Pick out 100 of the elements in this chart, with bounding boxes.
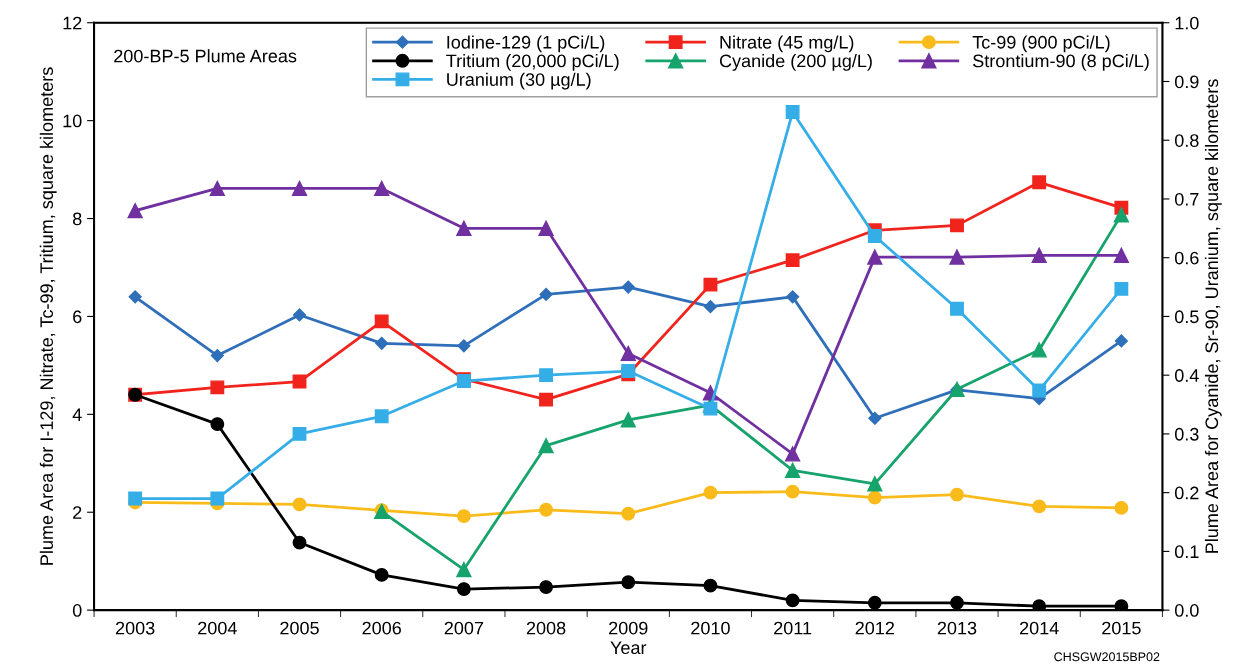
- point: [703, 578, 718, 593]
- point: [538, 220, 554, 236]
- point: [210, 380, 225, 395]
- point: [1114, 500, 1129, 515]
- point: [539, 580, 554, 595]
- point: [539, 392, 554, 407]
- point: [950, 218, 964, 233]
- legend-label: Strontium-90 (8 pCi/L): [973, 54, 1149, 71]
- y2-tick-label: 0.2: [1174, 486, 1199, 500]
- legend-label: Uranium (30 µg/L): [447, 72, 591, 90]
- x-tick-label: 2005: [280, 621, 319, 635]
- y2-tick-label: 0.8: [1174, 134, 1199, 147]
- point: [375, 336, 389, 350]
- point: [1114, 599, 1129, 611]
- legend-label: Tc-99 (900 pCi/L): [972, 35, 1110, 53]
- point: [867, 490, 882, 505]
- point: [292, 497, 307, 512]
- legend-label: Tritium (20,000 pCi/L): [446, 54, 619, 71]
- point: [210, 349, 224, 363]
- point: [1113, 207, 1130, 223]
- x-tick-label: 2010: [691, 621, 730, 635]
- point: [621, 280, 635, 294]
- point: [784, 446, 801, 462]
- point: [374, 180, 390, 197]
- point: [950, 595, 964, 610]
- y-tick-label: 4: [72, 408, 82, 421]
- point: [1032, 175, 1047, 190]
- y2-tick-label: 0.4: [1174, 369, 1199, 382]
- point: [1032, 599, 1047, 611]
- y-tick-label: 10: [63, 114, 82, 128]
- point: [292, 308, 307, 322]
- y2-tick-label: 0.9: [1174, 75, 1199, 89]
- point: [1114, 281, 1129, 296]
- x-tick-label: 2012: [855, 621, 894, 635]
- y2-tick-label: 0.5: [1174, 310, 1199, 324]
- y2-axis-title: Plume Area for Cyanide, Sr-90, Uranium, square kilometers: [1204, 79, 1222, 553]
- x-tick-label: 2014: [1020, 621, 1059, 635]
- point: [620, 412, 636, 428]
- point: [867, 249, 883, 265]
- text: CHSGW2015BP02: [1054, 652, 1160, 662]
- point: [374, 567, 389, 582]
- y-axis-title: Plume Area for I-129, Nitrate, Tc-99, Tritium, square kilometers: [39, 67, 57, 565]
- point: [620, 345, 636, 362]
- point: [456, 582, 471, 597]
- point: [1032, 383, 1047, 398]
- y2-tick-label: 0.7: [1174, 192, 1199, 206]
- point: [949, 249, 965, 265]
- y2-tick-label: 0.3: [1174, 427, 1199, 441]
- point: [539, 287, 553, 301]
- x-tick-label: 2007: [444, 621, 484, 635]
- x-tick-label: 2013: [937, 621, 977, 635]
- point: [785, 253, 800, 268]
- point: [786, 290, 800, 304]
- point: [127, 203, 143, 219]
- point: [292, 535, 307, 550]
- point: [621, 575, 636, 590]
- point: [703, 485, 718, 500]
- point: [457, 339, 471, 353]
- y-tick-label: 6: [73, 310, 82, 324]
- point: [950, 487, 964, 502]
- point: [785, 484, 800, 499]
- x-tick-label: 2008: [526, 621, 566, 635]
- y-tick-label: 8: [72, 212, 82, 226]
- point: [538, 438, 554, 454]
- y-tick-label: 0: [72, 604, 82, 617]
- point: [950, 301, 964, 316]
- x-tick-label: 2004: [198, 621, 237, 635]
- y2-tick-label: 0.6: [1174, 251, 1199, 265]
- point: [1031, 342, 1047, 358]
- point: [703, 277, 718, 292]
- point: [1113, 247, 1130, 263]
- point: [1114, 334, 1128, 348]
- annotation: 200-BP-5 Plume Areas: [114, 49, 297, 63]
- point: [703, 401, 718, 416]
- point: [128, 290, 142, 304]
- legend-label: Nitrate (45 mg/L): [720, 35, 854, 53]
- point: [867, 229, 882, 243]
- point: [1032, 499, 1047, 514]
- point: [785, 593, 800, 608]
- point: [456, 509, 471, 524]
- x-tick-label: 2003: [115, 621, 155, 635]
- point: [1031, 247, 1047, 263]
- point: [128, 491, 143, 506]
- point: [292, 426, 307, 441]
- legend-label: Cyanide (200 µg/L): [719, 54, 872, 71]
- y2-tick-label: 0.0: [1174, 604, 1199, 617]
- point: [374, 314, 389, 329]
- x-tick-label: 2006: [362, 621, 401, 635]
- point: [456, 561, 472, 578]
- y-tick-label: 2: [73, 506, 82, 519]
- point: [703, 300, 718, 314]
- y-tick-label: 12: [63, 16, 82, 30]
- legend-label: Iodine-129 (1 pCi/L): [447, 35, 605, 53]
- point: [210, 491, 225, 506]
- point: [868, 411, 882, 425]
- y2-tick-label: 0.1: [1174, 545, 1199, 559]
- x-tick-label: 2011: [774, 621, 812, 635]
- point: [867, 476, 883, 492]
- point: [785, 105, 800, 119]
- point: [784, 462, 801, 478]
